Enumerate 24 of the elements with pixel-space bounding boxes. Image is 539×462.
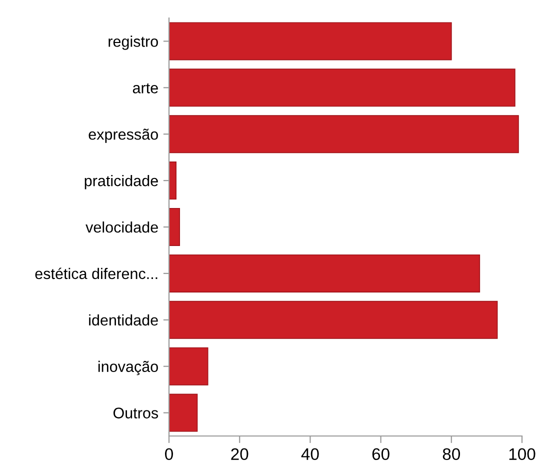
x-tick-label: 80 xyxy=(442,448,460,460)
bar xyxy=(169,22,452,60)
bar xyxy=(169,208,180,246)
y-tick-label: registro xyxy=(108,36,158,50)
bar xyxy=(169,254,480,292)
y-tick-label: identidade xyxy=(89,314,158,326)
y-tick-label: inovação xyxy=(98,360,158,376)
bar xyxy=(169,300,498,339)
y-tick-label: arte xyxy=(132,83,158,94)
y-tick-label: Outros xyxy=(113,408,158,418)
x-tick-label: 60 xyxy=(372,448,390,460)
bar xyxy=(169,394,198,432)
bar xyxy=(169,68,516,107)
y-tick-label: expressão xyxy=(88,128,158,143)
y-tick-label: praticidade xyxy=(84,175,158,190)
x-tick-label: 0 xyxy=(165,448,173,460)
y-tick-label: velocidade xyxy=(86,221,158,233)
x-tick-label: 20 xyxy=(231,448,248,460)
bar xyxy=(169,347,208,386)
x-tick-label: 100 xyxy=(509,448,536,460)
bar xyxy=(169,162,176,200)
bar xyxy=(169,115,519,154)
y-tick-label: estética diferenc... xyxy=(35,268,158,280)
x-tick-label: 40 xyxy=(301,448,319,460)
